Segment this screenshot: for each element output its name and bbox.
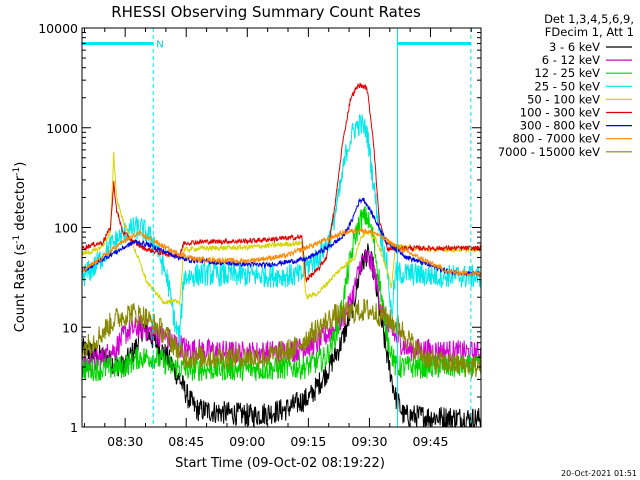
- series-line-2: [81, 205, 482, 382]
- y-tick-label: 1000: [46, 121, 78, 136]
- y-axis-label-end: ): [13, 162, 28, 167]
- y-axis-label-sup1: -1: [12, 235, 22, 244]
- legend-label: 7000 - 15000 keV: [498, 145, 600, 159]
- y-axis-label: Count Rate (s-1 detector-1): [12, 162, 28, 333]
- series-line-7: [81, 227, 482, 278]
- y-axis: 1 10 100 1000 10000: [38, 21, 481, 435]
- x-tick-label: 09:30: [351, 434, 387, 449]
- y-tick-label: 10000: [38, 21, 78, 36]
- series-line-6: [81, 197, 482, 278]
- legend: Det 1,3,4,5,6,9, FDecim 1, Att 1 3 - 6 k…: [498, 12, 634, 159]
- series-line-5: [81, 82, 482, 284]
- legend-label: 100 - 300 keV: [520, 106, 600, 120]
- legend-label: 800 - 7000 keV: [512, 132, 600, 146]
- x-tick-label: 09:00: [229, 434, 265, 449]
- legend-header-line-1: Det 1,3,4,5,6,9,: [544, 12, 634, 26]
- chart-title: RHESSI Observing Summary Count Rates: [111, 3, 421, 21]
- y-tick-label: 10: [62, 320, 78, 335]
- legend-label: 50 - 100 keV: [527, 92, 600, 106]
- y-tick-label: 100: [54, 221, 78, 236]
- plot-area: N 08:30 08:45 09:00 09:15 09:30 09:45 1101001…: [38, 21, 482, 449]
- x-axis-label: Start Time (09-Oct-02 08:19:22): [175, 456, 385, 471]
- legend-label: 12 - 25 keV: [534, 66, 600, 80]
- legend-label: 6 - 12 keV: [542, 53, 600, 67]
- series-line-8: [81, 298, 482, 378]
- legend-header-line-2: FDecim 1, Att 1: [545, 25, 634, 39]
- series-layer: [81, 82, 482, 429]
- y-tick-label: 1: [70, 420, 78, 435]
- y-axis-label-main: Count Rate (s: [13, 244, 28, 333]
- y-axis-label-mid: detector: [13, 175, 28, 235]
- x-tick-label: 08:30: [107, 434, 143, 449]
- x-tick-label: 09:45: [412, 434, 448, 449]
- legend-label: 3 - 6 keV: [549, 40, 600, 54]
- legend-label: 25 - 50 keV: [534, 79, 600, 93]
- y-axis-label-sup2: -1: [12, 167, 22, 176]
- legend-label: 300 - 800 keV: [520, 119, 600, 133]
- x-tick-label: 09:15: [290, 434, 326, 449]
- generated-timestamp: 20-Oct-2021 01:51: [561, 469, 637, 478]
- attenuator-marker-label: N: [156, 39, 163, 50]
- series-line-3: [81, 114, 482, 348]
- x-tick-label: 08:45: [168, 434, 204, 449]
- x-axis: 08:30 08:45 09:00 09:15 09:30 09:45: [83, 28, 472, 449]
